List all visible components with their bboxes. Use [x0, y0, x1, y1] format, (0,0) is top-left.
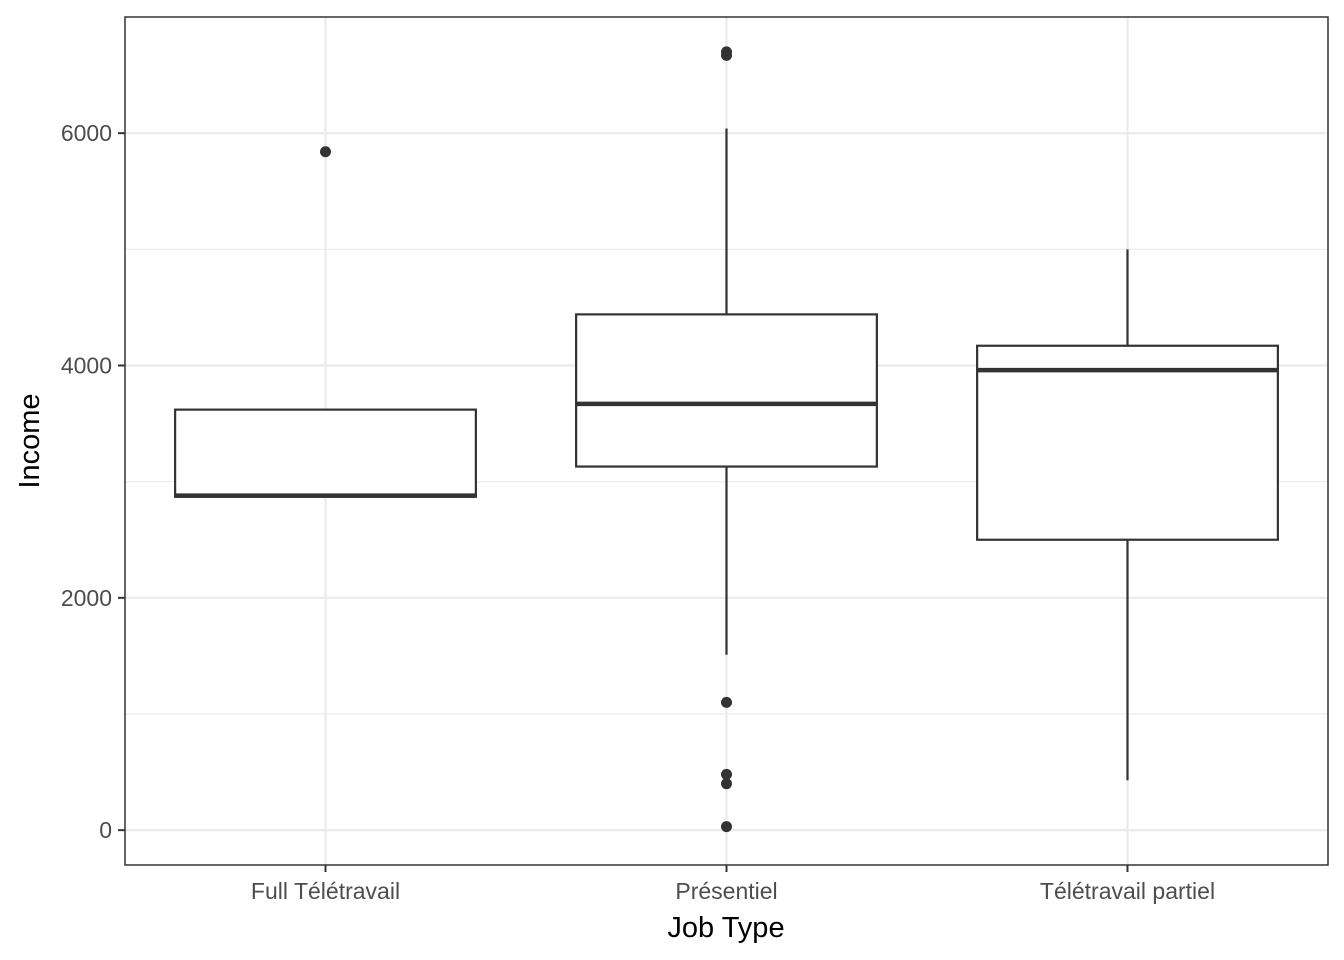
- box-0: [174, 146, 477, 498]
- outlier-point: [721, 821, 732, 833]
- y-axis-title: Income: [14, 393, 46, 488]
- x-tick-label: Présentiel: [675, 878, 777, 904]
- x-tick-label: Full Télétravail: [251, 878, 400, 904]
- box-1: [575, 46, 878, 833]
- y-tick-label: 2000: [61, 585, 112, 611]
- outlier-point: [320, 146, 331, 158]
- x-tick-label: Télétravail partiel: [1040, 878, 1215, 904]
- box-iqr: [575, 313, 878, 468]
- boxes: [174, 46, 1279, 833]
- y-tick-label: 4000: [61, 352, 112, 378]
- y-tick-label: 6000: [61, 120, 112, 146]
- outlier-point: [721, 49, 732, 61]
- outlier-point: [721, 696, 732, 708]
- box-2: [976, 249, 1279, 781]
- x-axis-title: Job Type: [667, 912, 784, 944]
- y-tick-label: 0: [99, 817, 112, 843]
- axes: 0 2000 4000 6000 Full Télétravail Présentiel T…: [61, 120, 1215, 904]
- box-iqr: [174, 408, 477, 498]
- outlier-point: [721, 778, 732, 790]
- outlier-point: [721, 768, 732, 780]
- box-iqr: [976, 344, 1279, 541]
